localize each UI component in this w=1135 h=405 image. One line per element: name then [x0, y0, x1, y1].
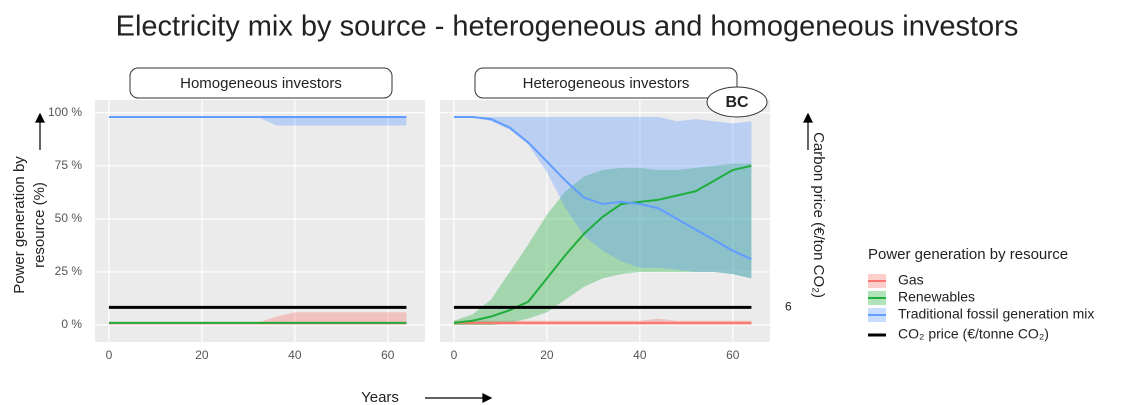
badge	[706, 86, 768, 118]
y-tick-label: 25 %	[55, 264, 83, 278]
legend-title: Power generation by resource	[868, 246, 1068, 263]
panel-title: Heterogeneous investors	[523, 75, 690, 92]
y-tick-label: 75 %	[55, 158, 83, 172]
y2-axis-label: Carbon price (€/ton CO₂)	[810, 132, 827, 298]
range-band	[453, 116, 752, 279]
panel-strip	[129, 67, 393, 99]
panel-background	[440, 100, 770, 342]
series-line	[453, 164, 752, 324]
y2-arrow-head	[803, 112, 813, 123]
panel-strip	[474, 67, 738, 99]
x-tick-label: 0	[106, 348, 113, 362]
x-tick-label: 20	[195, 348, 209, 362]
y-arrow-head	[35, 112, 45, 123]
y-axis-label: Power generation by	[11, 156, 28, 294]
legend-label: Renewables	[898, 289, 975, 305]
arrows	[35, 112, 813, 403]
y-tick-label: 50 %	[55, 211, 83, 225]
range-band	[453, 163, 752, 326]
series-line	[453, 115, 752, 261]
legend-label: CO₂ price (€/tonne CO₂)	[898, 326, 1049, 342]
y-tick-label: 100 %	[48, 105, 82, 119]
range-band	[108, 312, 407, 326]
x-axis-label: Years	[361, 389, 399, 405]
x-tick-label: 20	[540, 348, 554, 362]
legend-label: Traditional fossil generation mix	[898, 306, 1094, 322]
panel-title: Homogeneous investors	[180, 75, 342, 92]
panel-background	[95, 100, 425, 342]
x-tick-label: 0	[451, 348, 458, 362]
y2-tick-label: 6	[785, 300, 792, 314]
x-tick-label: 60	[726, 348, 740, 362]
y-axis-label: resource (%)	[31, 182, 48, 268]
y-tick-label: 0 %	[61, 317, 82, 331]
range-band	[108, 116, 407, 126]
x-tick-label: 40	[633, 348, 647, 362]
x-tick-label: 60	[381, 348, 395, 362]
x-arrow-head	[482, 393, 493, 403]
legend-label: Gas	[898, 272, 924, 288]
x-tick-label: 40	[288, 348, 302, 362]
chart-title: Electricity mix by source - heterogeneou…	[116, 11, 1019, 43]
badge-label: BC	[725, 94, 749, 111]
